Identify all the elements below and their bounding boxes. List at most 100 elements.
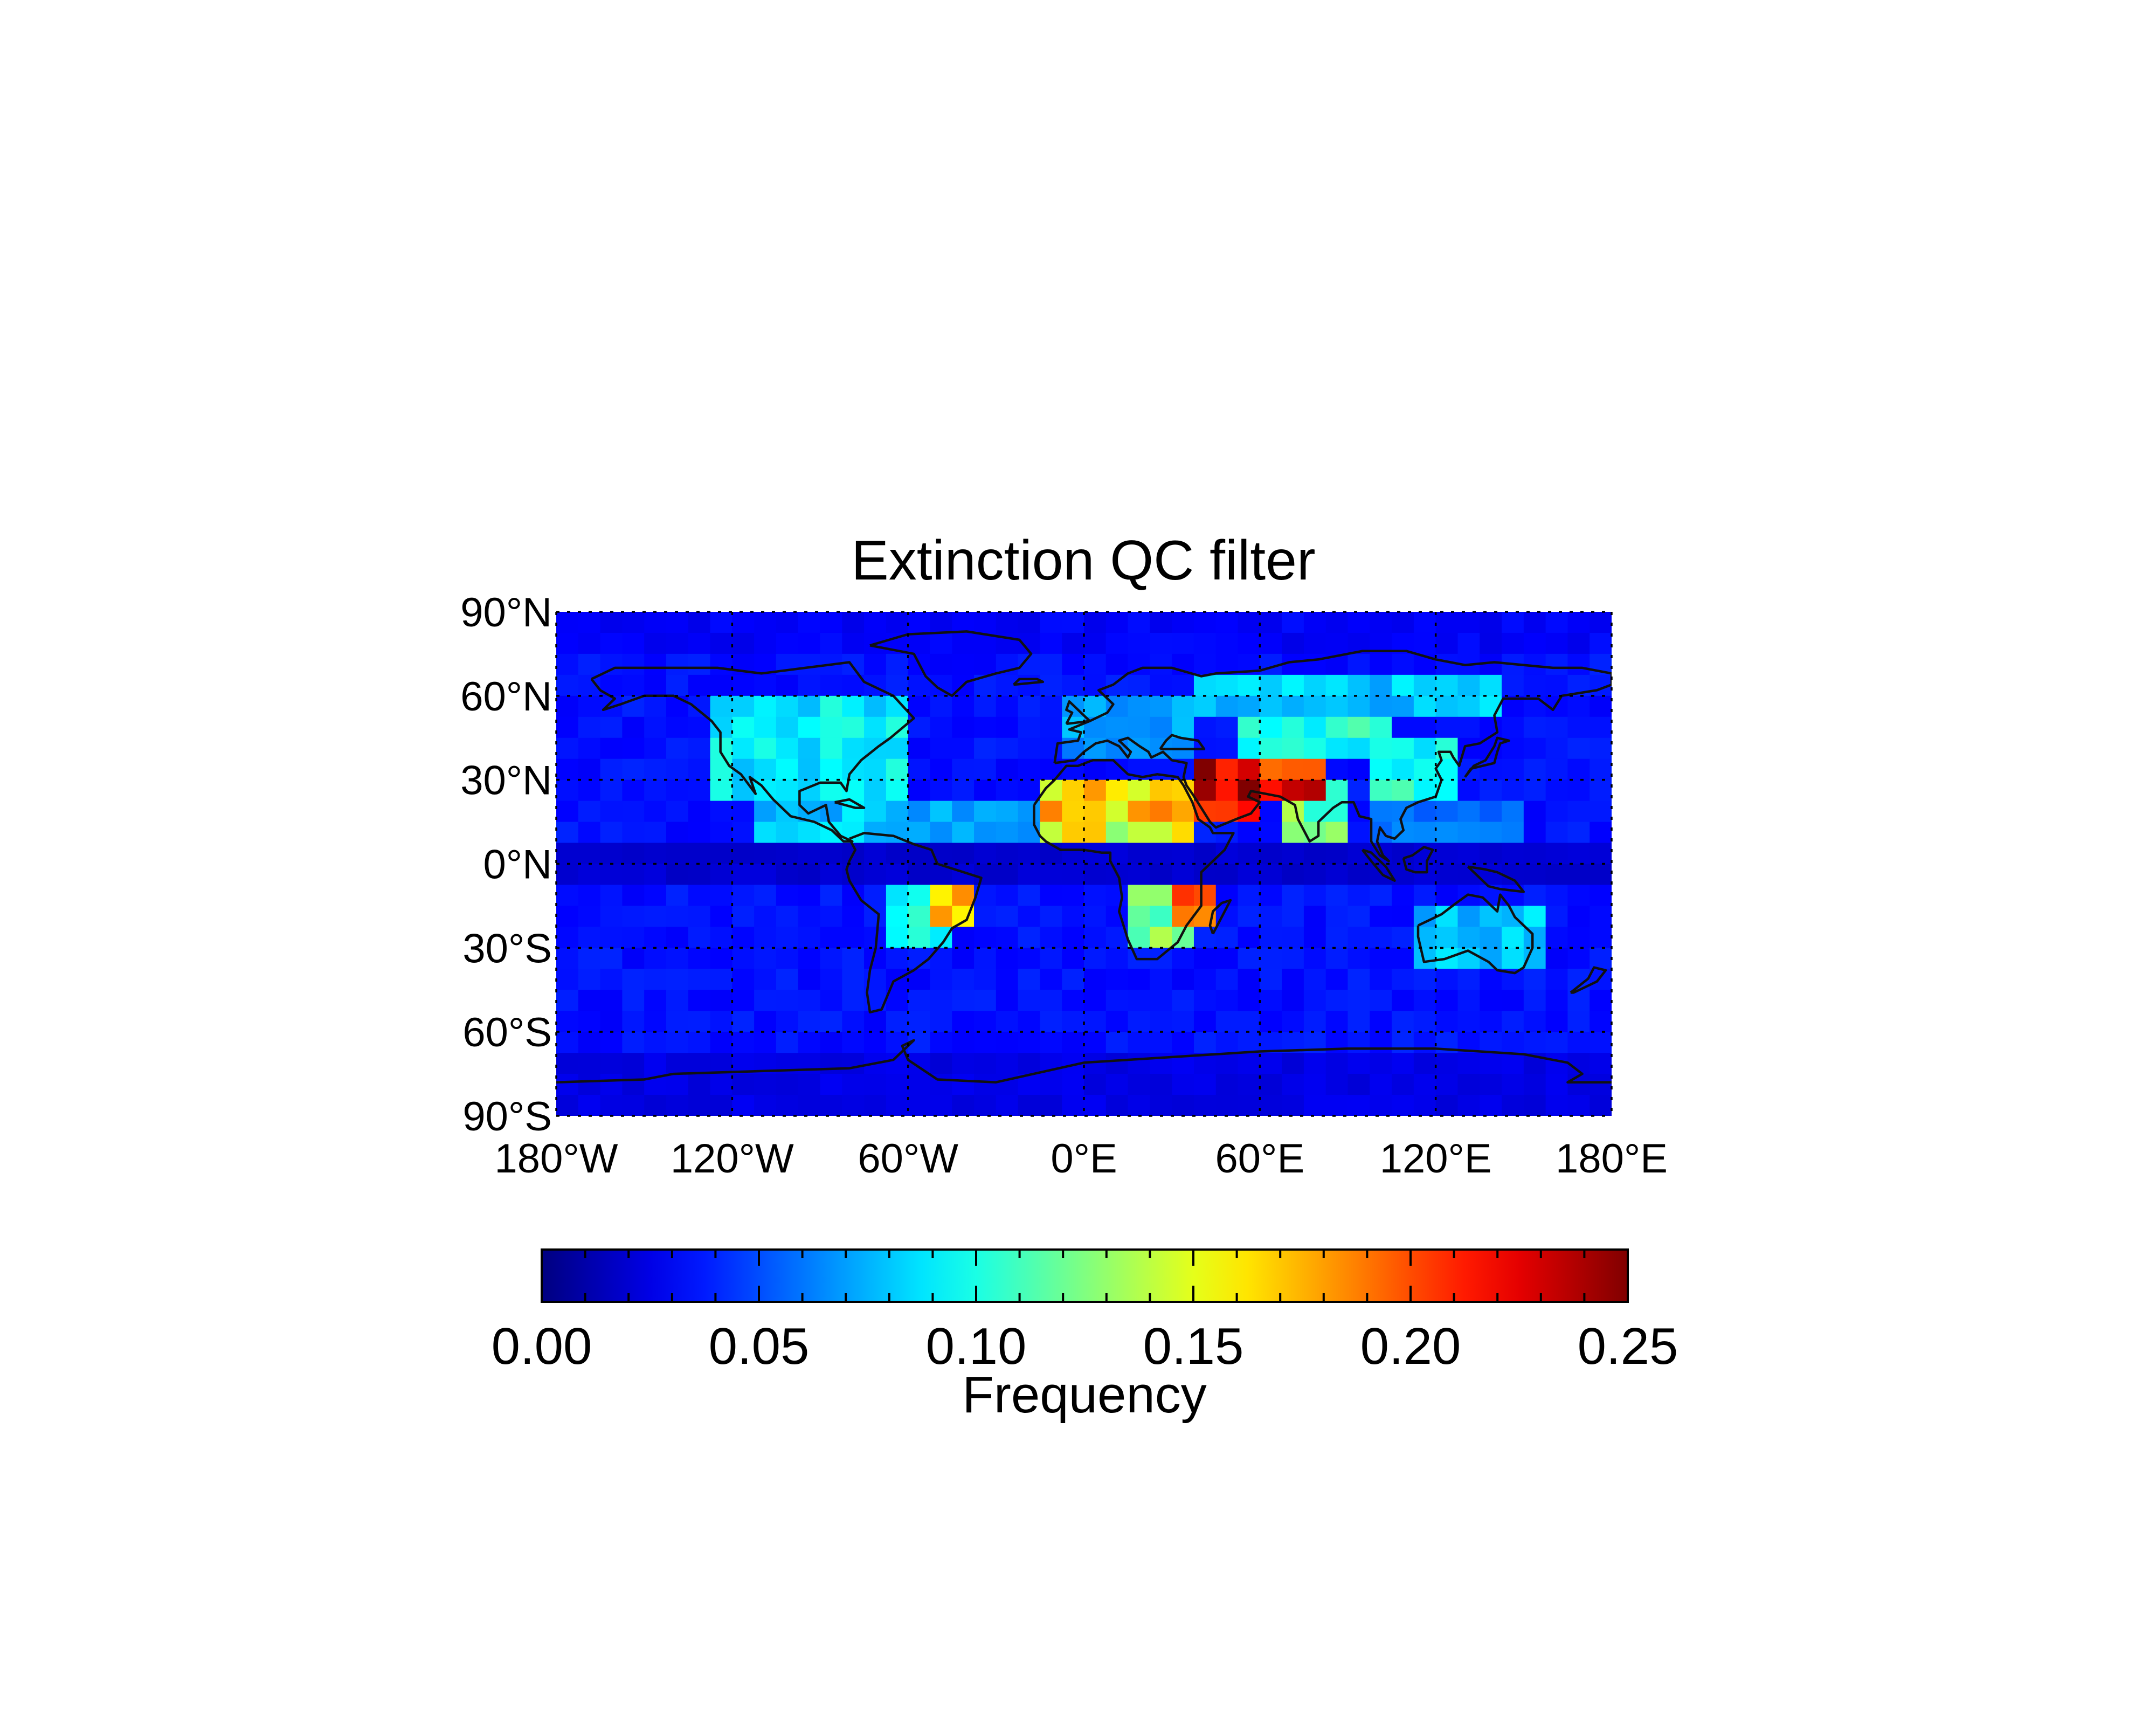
heatmap-cell — [908, 612, 931, 633]
heatmap-cell — [908, 1074, 931, 1095]
heatmap-cell — [908, 927, 931, 948]
colorbar-tick-labels: 0.00 0.05 0.10 0.15 0.20 0.25 — [492, 1317, 1678, 1375]
heatmap-cell — [600, 632, 623, 654]
heatmap-cell — [556, 864, 579, 886]
heatmap-cell — [1325, 695, 1349, 717]
heatmap-cell — [1457, 716, 1480, 739]
heatmap-cell — [1590, 1074, 1612, 1095]
x-tick-label: 120°W — [671, 1136, 794, 1182]
heatmap-cell — [1303, 779, 1326, 802]
heatmap-cell — [578, 948, 601, 969]
heatmap-cell — [1172, 885, 1194, 907]
heatmap-cell — [578, 864, 601, 886]
heatmap-cell — [974, 716, 997, 739]
y-tick-label: 60°N — [460, 674, 552, 720]
heatmap-cell — [864, 695, 887, 717]
heatmap-cell — [1348, 864, 1370, 886]
heatmap-cell — [1590, 1053, 1612, 1074]
heatmap-cell — [1282, 843, 1304, 865]
heatmap-cell — [1018, 737, 1041, 760]
heatmap-cell — [886, 1095, 909, 1116]
heatmap-cell — [820, 927, 842, 948]
heatmap-cell — [1435, 1011, 1459, 1032]
heatmap-cell — [1150, 927, 1172, 948]
heatmap-cell — [1215, 969, 1239, 990]
heatmap-cell — [1523, 864, 1546, 886]
heatmap-cell — [1215, 927, 1239, 948]
heatmap-cell — [1062, 779, 1084, 802]
heatmap-cell — [1282, 612, 1304, 633]
heatmap-cell — [996, 948, 1019, 969]
heatmap-cell — [842, 1011, 865, 1032]
y-tick-label: 90°S — [462, 1094, 552, 1140]
heatmap-cell — [1040, 969, 1062, 990]
heatmap-cell — [798, 885, 821, 907]
heatmap-cell — [754, 969, 777, 990]
heatmap-cell — [1105, 1095, 1129, 1116]
heatmap-cell — [1457, 695, 1480, 717]
heatmap-cell — [1282, 990, 1304, 1011]
heatmap-cell — [1238, 927, 1260, 948]
heatmap-cell — [908, 779, 931, 802]
heatmap-cell — [1040, 948, 1062, 969]
heatmap-cell — [1502, 1095, 1524, 1116]
heatmap-cell — [952, 885, 975, 907]
heatmap-cell — [1348, 716, 1370, 739]
heatmap-cell — [1413, 737, 1436, 760]
heatmap-cell — [1370, 653, 1392, 675]
heatmap-cell — [732, 864, 755, 886]
heatmap-cell — [1325, 779, 1349, 802]
heatmap-cell — [754, 990, 777, 1011]
x-tick-labels: 180°W 120°W 60°W 0°E 60°E 120°E 180°E — [495, 1136, 1668, 1182]
heatmap-cell — [1018, 906, 1041, 927]
heatmap-cell — [820, 612, 842, 633]
heatmap-cell — [1193, 632, 1217, 654]
heatmap-cell — [1260, 779, 1282, 802]
heatmap-cell — [886, 758, 909, 781]
heatmap-cell — [1084, 632, 1107, 654]
heatmap-cell — [974, 612, 997, 633]
heatmap-cell — [578, 927, 601, 948]
heatmap-cell — [1018, 864, 1041, 886]
heatmap-cell — [754, 695, 777, 717]
heatmap-cell — [952, 822, 975, 844]
heatmap-cell — [1303, 632, 1326, 654]
heatmap-cell — [754, 864, 777, 886]
heatmap-cell — [556, 1053, 579, 1074]
heatmap-cell — [622, 716, 645, 739]
heatmap-cell — [754, 843, 777, 865]
heatmap-cell — [776, 927, 799, 948]
heatmap-cell — [666, 885, 689, 907]
heatmap-cell — [1238, 1011, 1260, 1032]
heatmap-cell — [600, 822, 623, 844]
heatmap-cell — [864, 843, 887, 865]
heatmap-cell — [996, 843, 1019, 865]
heatmap-cell — [820, 1095, 842, 1116]
heatmap-cell — [666, 716, 689, 739]
heatmap-cell — [1105, 612, 1129, 633]
heatmap-cell — [1392, 1053, 1414, 1074]
coastline — [1033, 759, 1235, 961]
heatmap-cell — [622, 779, 645, 802]
heatmap-cell — [1282, 674, 1304, 696]
heatmap-cell — [644, 948, 667, 969]
heatmap-cell — [930, 801, 952, 823]
heatmap-cell — [600, 885, 623, 907]
heatmap-cell — [1150, 674, 1172, 696]
heatmap-cell — [1523, 843, 1546, 865]
heatmap-cell — [1502, 612, 1524, 633]
heatmap-cell — [1523, 1011, 1546, 1032]
heatmap-cell — [556, 1011, 579, 1032]
heatmap-cell — [996, 801, 1019, 823]
heatmap-cell — [974, 927, 997, 948]
heatmap-cell — [1215, 674, 1239, 696]
heatmap-cell — [688, 990, 711, 1011]
heatmap-cell — [1325, 927, 1349, 948]
heatmap-cell — [1545, 906, 1568, 927]
heatmap-cell — [1018, 1032, 1041, 1053]
heatmap-cell — [842, 632, 865, 654]
heatmap-cell — [1413, 758, 1436, 781]
heatmap-cell — [1238, 822, 1260, 844]
heatmap-cell — [1018, 1011, 1041, 1032]
heatmap-cell — [798, 695, 821, 717]
